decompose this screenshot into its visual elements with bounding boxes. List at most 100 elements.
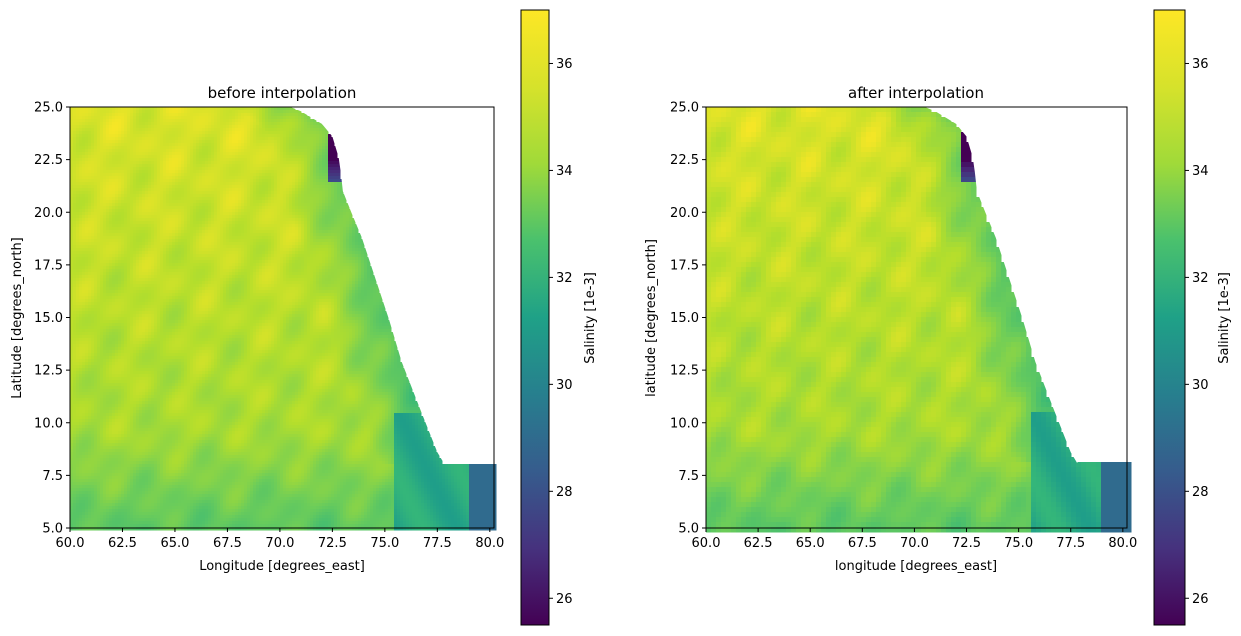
heatmap-cell bbox=[199, 116, 203, 120]
heatmap-cell bbox=[223, 113, 227, 117]
heatmap-cell bbox=[337, 176, 341, 180]
heatmap-cell bbox=[268, 146, 272, 150]
heatmap-cell bbox=[148, 206, 152, 210]
heatmap-cell bbox=[229, 251, 233, 255]
heatmap-cell bbox=[250, 119, 254, 123]
heatmap-cell bbox=[352, 254, 356, 258]
heatmap-cell bbox=[307, 200, 311, 204]
heatmap-cell bbox=[340, 209, 344, 213]
heatmap-cell bbox=[70, 257, 74, 261]
heatmap-cell bbox=[145, 155, 149, 159]
heatmap-cell bbox=[331, 221, 335, 225]
heatmap-cell bbox=[292, 197, 296, 201]
heatmap-cell bbox=[91, 260, 95, 264]
heatmap-cell bbox=[340, 236, 344, 240]
heatmap-cell bbox=[142, 122, 146, 126]
heatmap-cell bbox=[181, 107, 185, 111]
heatmap-cell bbox=[292, 203, 296, 207]
heatmap-cell bbox=[319, 221, 323, 225]
heatmap-cell bbox=[262, 194, 266, 198]
heatmap-cell bbox=[334, 209, 338, 213]
heatmap-cell bbox=[265, 149, 269, 153]
heatmap-cell bbox=[205, 152, 209, 156]
heatmap-cell bbox=[244, 233, 248, 237]
heatmap-cell bbox=[85, 167, 89, 171]
heatmap-cell bbox=[232, 227, 236, 231]
heatmap-cell bbox=[166, 215, 170, 219]
heatmap-cell bbox=[112, 254, 116, 258]
heatmap-cell bbox=[205, 197, 209, 201]
heatmap-cell bbox=[91, 128, 95, 132]
heatmap-cell bbox=[160, 179, 164, 183]
heatmap-cell bbox=[265, 260, 269, 264]
heatmap-cell bbox=[124, 239, 128, 243]
heatmap-cell bbox=[91, 218, 95, 222]
heatmap-cell bbox=[169, 116, 173, 120]
heatmap-cell bbox=[202, 221, 206, 225]
heatmap-cell bbox=[346, 239, 350, 243]
heatmap-cell bbox=[85, 113, 89, 117]
heatmap-cell bbox=[280, 251, 284, 255]
heatmap-cell bbox=[268, 233, 272, 237]
heatmap-cell bbox=[244, 158, 248, 162]
heatmap-cell bbox=[334, 170, 338, 174]
heatmap-cell bbox=[292, 251, 296, 255]
heatmap-cell bbox=[211, 155, 215, 159]
heatmap-cell bbox=[307, 182, 311, 186]
heatmap-cell bbox=[91, 245, 95, 249]
heatmap-cell bbox=[79, 263, 83, 267]
heatmap-cell bbox=[112, 239, 116, 243]
heatmap-cell bbox=[73, 233, 77, 237]
heatmap-cell bbox=[184, 182, 188, 186]
heatmap-cell bbox=[214, 116, 218, 120]
heatmap-cell bbox=[109, 224, 113, 228]
heatmap-cell bbox=[244, 119, 248, 123]
heatmap-cell bbox=[217, 236, 221, 240]
heatmap-cell bbox=[277, 146, 281, 150]
heatmap-cell bbox=[163, 266, 167, 270]
heatmap-cell bbox=[73, 239, 77, 243]
heatmap-cell bbox=[334, 182, 338, 186]
heatmap-cell bbox=[175, 128, 179, 132]
heatmap-cell bbox=[322, 161, 326, 165]
heatmap-cell bbox=[301, 212, 305, 216]
heatmap-cell bbox=[148, 233, 152, 237]
heatmap-cell bbox=[319, 263, 323, 267]
heatmap-cell bbox=[250, 224, 254, 228]
heatmap-cell bbox=[133, 173, 137, 177]
heatmap-cell bbox=[250, 179, 254, 183]
heatmap-cell bbox=[289, 248, 293, 252]
heatmap-cell bbox=[307, 197, 311, 201]
heatmap-cell bbox=[235, 113, 239, 117]
heatmap-cell bbox=[277, 194, 281, 198]
heatmap-cell bbox=[175, 140, 179, 144]
heatmap-cell bbox=[343, 251, 347, 255]
heatmap-cell bbox=[166, 251, 170, 255]
heatmap-cell bbox=[271, 251, 275, 255]
heatmap-cell bbox=[247, 230, 251, 234]
heatmap-cell bbox=[289, 254, 293, 258]
heatmap-cell bbox=[145, 254, 149, 258]
heatmap-cell bbox=[328, 236, 332, 240]
heatmap-cell bbox=[178, 143, 182, 147]
heatmap-cell bbox=[154, 197, 158, 201]
heatmap-cell bbox=[250, 215, 254, 219]
heatmap-cell bbox=[175, 236, 179, 240]
heatmap-cell bbox=[307, 236, 311, 240]
heatmap-cell bbox=[283, 200, 287, 204]
heatmap-cell bbox=[223, 224, 227, 228]
heatmap-cell bbox=[139, 194, 143, 198]
heatmap-cell bbox=[184, 233, 188, 237]
heatmap-cell bbox=[217, 176, 221, 180]
heatmap-cell bbox=[109, 236, 113, 240]
heatmap-cell bbox=[148, 218, 152, 222]
heatmap-cell bbox=[241, 119, 245, 123]
heatmap-cell bbox=[265, 119, 269, 123]
heatmap-cell bbox=[94, 158, 98, 162]
heatmap-cell bbox=[250, 158, 254, 162]
heatmap-cell bbox=[265, 179, 269, 183]
heatmap-cell bbox=[352, 236, 356, 240]
heatmap-cell bbox=[199, 125, 203, 129]
heatmap-cell bbox=[286, 224, 290, 228]
heatmap-cell bbox=[181, 212, 185, 216]
